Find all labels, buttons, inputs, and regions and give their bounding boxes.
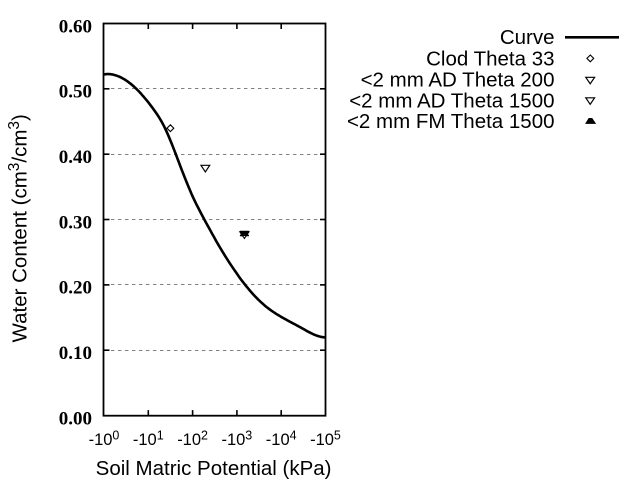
svg-text:3: 3	[245, 429, 252, 443]
svg-text:0.20: 0.20	[59, 278, 92, 299]
svg-text:-10: -10	[222, 431, 246, 449]
svg-text:0.50: 0.50	[59, 82, 92, 103]
svg-text:Water Content (cm3/cm3): Water Content (cm3/cm3)	[6, 114, 32, 342]
svg-text:<2 mm AD Theta 200: <2 mm AD Theta 200	[361, 69, 555, 92]
svg-text:Curve: Curve	[500, 26, 555, 49]
svg-text:0.60: 0.60	[59, 16, 92, 37]
svg-text:-10: -10	[266, 431, 290, 449]
svg-text:Clod Theta 33: Clod Theta 33	[426, 48, 554, 71]
svg-text:0.00: 0.00	[59, 408, 92, 429]
svg-text:-10: -10	[310, 431, 334, 449]
svg-text:2: 2	[201, 429, 208, 443]
svg-text:-10: -10	[133, 431, 157, 449]
svg-text:-10: -10	[89, 431, 113, 449]
svg-text:<2 mm FM Theta 1500: <2 mm FM Theta 1500	[347, 110, 555, 133]
svg-text:<2 mm AD Theta 1500: <2 mm AD Theta 1500	[349, 89, 554, 112]
svg-text:5: 5	[334, 429, 341, 443]
svg-text:4: 4	[290, 429, 297, 443]
svg-text:0.40: 0.40	[59, 147, 92, 168]
svg-text:1: 1	[157, 429, 164, 443]
svg-text:0.30: 0.30	[59, 212, 92, 233]
svg-text:-10: -10	[177, 431, 201, 449]
svg-text:0.10: 0.10	[59, 343, 92, 364]
svg-text:0: 0	[112, 429, 119, 443]
svg-text:Soil Matric Potential (kPa): Soil Matric Potential (kPa)	[96, 457, 332, 480]
